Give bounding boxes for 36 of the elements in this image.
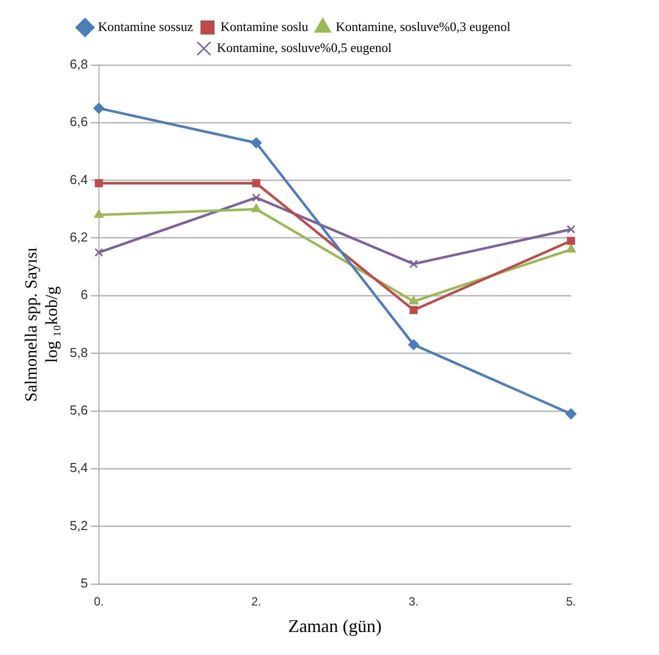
point [252,179,260,188]
point [250,137,262,148]
y-tick-label: 6,4 [70,172,88,187]
y-tick-label: 5,6 [70,402,88,418]
y-tick-label: 5,4 [70,460,88,476]
legend-label: Kontamine soslu [220,18,309,34]
point [410,306,418,314]
point [408,339,420,350]
point [408,296,418,304]
point [566,236,576,245]
y-axis-title: Salmonella spp. Sayısı log ₁₀kob/g [22,247,62,402]
y-tick-label: 5 [80,576,88,591]
y-tick-label: 6 [80,287,88,302]
y-tick-label: 6,8 [70,56,88,72]
point [566,408,576,420]
point [94,209,104,218]
point [409,260,418,268]
point [94,179,103,188]
x-axis-title: Zaman (gün) [288,616,382,636]
legend-label: Kontamine, sosluve%0,5 eugenol [216,40,392,55]
point [566,244,576,253]
x-tick-label: 2. [251,594,262,609]
y-tick-label: 6,2 [70,230,88,245]
point [94,248,104,257]
y-tick-label: 5,8 [70,344,88,360]
point [252,193,261,202]
y-tick-label: 6,6 [70,114,88,130]
point [566,225,576,234]
x-tick-label: 0. [94,594,104,609]
legend-label: Kontamine, sosluve%0,3 eugenol [336,18,511,34]
x-tick-label: 5. [566,594,576,609]
x-tick-label: 3. [408,594,419,609]
point [251,204,262,212]
point [93,102,104,114]
y-tick-label: 5,2 [70,518,88,533]
legend-label: Kontamine sossuz [98,18,194,34]
